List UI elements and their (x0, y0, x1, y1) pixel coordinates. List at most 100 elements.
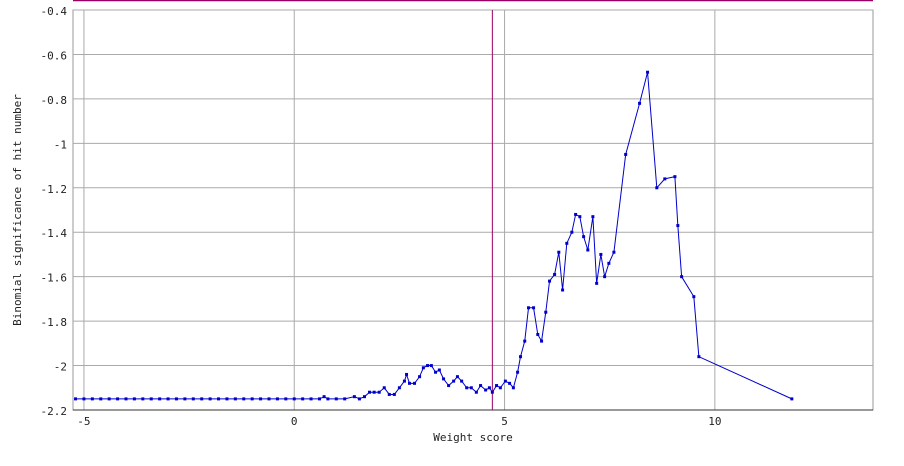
data-point (132, 397, 136, 401)
data-point (570, 230, 574, 234)
data-point (326, 397, 330, 401)
data-point (455, 375, 459, 379)
data-point (275, 397, 279, 401)
x-axis-label: Weight score (433, 431, 512, 444)
data-point (561, 288, 565, 292)
data-point (612, 250, 616, 254)
data-point (680, 275, 684, 279)
y-tick-label: -2 (54, 361, 67, 374)
data-point (790, 397, 794, 401)
data-point (418, 375, 422, 379)
data-point (74, 397, 78, 401)
data-point (149, 397, 153, 401)
data-point (107, 397, 111, 401)
data-point (217, 397, 221, 401)
data-point (343, 397, 347, 401)
data-point (452, 379, 456, 383)
data-point (242, 397, 246, 401)
data-point (442, 377, 446, 381)
y-tick-label: -0.4 (41, 5, 68, 18)
data-point (578, 215, 582, 219)
data-point (697, 355, 701, 359)
x-tick-label: -5 (77, 415, 90, 428)
data-point (426, 364, 430, 368)
data-point (540, 339, 544, 343)
data-point (591, 215, 595, 219)
data-point (586, 248, 590, 252)
data-point (292, 397, 296, 401)
data-point (191, 397, 195, 401)
data-point (511, 386, 515, 390)
data-point (382, 386, 386, 390)
data-point (357, 397, 361, 401)
data-point (124, 397, 128, 401)
data-point (434, 370, 438, 374)
data-point (99, 397, 103, 401)
data-point (447, 384, 451, 388)
data-point (301, 397, 305, 401)
data-point (527, 306, 531, 310)
data-point (141, 397, 145, 401)
data-point (267, 397, 271, 401)
data-point (429, 364, 433, 368)
data-point (595, 281, 599, 285)
data-point (208, 397, 212, 401)
data-point (692, 295, 696, 299)
data-point (487, 386, 491, 390)
data-point (465, 386, 469, 390)
data-point (322, 395, 326, 399)
x-tick-label: 0 (291, 415, 298, 428)
data-point (437, 368, 441, 372)
data-point (469, 386, 473, 390)
data-point (548, 279, 552, 283)
y-tick-label: -1 (54, 138, 67, 151)
data-point (599, 252, 603, 256)
data-point (565, 241, 569, 245)
data-point (174, 397, 178, 401)
data-point (544, 310, 548, 314)
data-point (166, 397, 170, 401)
data-point (392, 392, 396, 396)
data-point (553, 272, 557, 276)
data-point (479, 384, 483, 388)
data-point (498, 386, 502, 390)
y-tick-label: -1.8 (41, 316, 68, 329)
data-point (484, 388, 488, 392)
data-point (421, 366, 425, 370)
data-point (116, 397, 120, 401)
data-point (372, 390, 376, 394)
data-point (225, 397, 229, 401)
y-tick-label: -0.8 (41, 94, 68, 107)
data-point (624, 152, 628, 156)
data-point (516, 370, 520, 374)
data-point (368, 390, 372, 394)
data-point (334, 397, 338, 401)
x-tick-label: 10 (708, 415, 721, 428)
data-line (75, 72, 793, 400)
data-point (90, 397, 94, 401)
y-tick-label: -1.4 (41, 227, 68, 240)
data-point (352, 395, 356, 399)
data-point (407, 381, 411, 385)
data-point (557, 250, 561, 254)
data-point (523, 339, 527, 343)
data-point (508, 381, 512, 385)
data-point (387, 392, 391, 396)
data-point (663, 177, 667, 181)
data-point (490, 390, 494, 394)
data-point (646, 70, 650, 74)
data-point (233, 397, 237, 401)
data-point (638, 101, 642, 105)
y-tick-label: -0.6 (41, 49, 68, 62)
data-point (200, 397, 204, 401)
data-point (309, 397, 313, 401)
data-point (607, 261, 611, 265)
data-point (284, 397, 288, 401)
data-point (259, 397, 263, 401)
data-point (673, 175, 677, 179)
data-point (397, 386, 401, 390)
data-point (250, 397, 254, 401)
data-point (655, 186, 659, 190)
y-tick-label: -2.2 (41, 405, 68, 418)
y-tick-label: -1.6 (41, 272, 68, 285)
